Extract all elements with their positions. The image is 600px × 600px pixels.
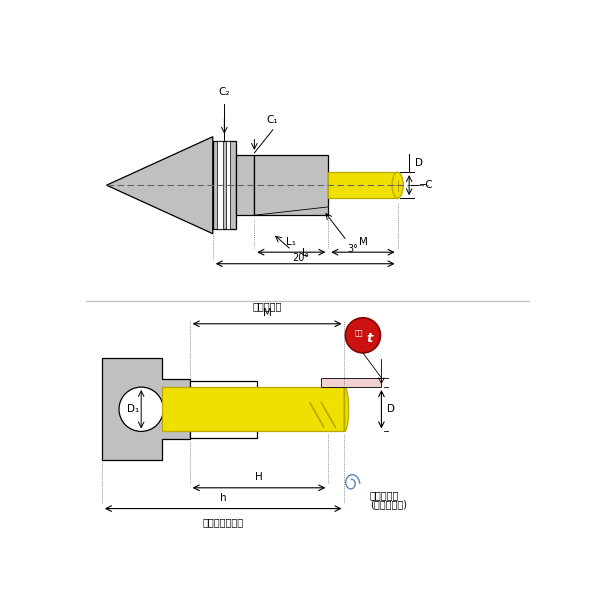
Polygon shape	[107, 137, 213, 233]
Text: 肉厚: 肉厚	[355, 329, 364, 336]
Text: L₁: L₁	[286, 236, 296, 247]
Text: (最低把持長): (最低把持長)	[370, 499, 407, 509]
Bar	[217, 141, 223, 229]
Bar	[328, 172, 398, 198]
Circle shape	[119, 387, 163, 431]
Bar	[254, 155, 328, 215]
Text: M: M	[263, 308, 272, 318]
Text: C₁: C₁	[266, 115, 278, 125]
Text: L: L	[302, 248, 308, 258]
Text: 3°: 3°	[347, 244, 359, 254]
Polygon shape	[102, 358, 190, 460]
Text: h: h	[220, 493, 226, 503]
Text: C₂: C₂	[218, 88, 230, 97]
Bar	[213, 141, 236, 229]
Text: M: M	[359, 236, 367, 247]
Text: D: D	[387, 404, 395, 414]
Bar	[162, 387, 344, 431]
Bar	[236, 155, 254, 215]
Bar	[226, 141, 230, 229]
Text: t: t	[366, 332, 373, 345]
Text: つかみ長さ: つかみ長さ	[370, 490, 399, 500]
Bar	[190, 380, 257, 438]
Text: 加工有効長: 加工有効長	[253, 301, 282, 311]
Text: H: H	[255, 472, 263, 482]
Text: 20°: 20°	[292, 253, 310, 263]
Text: ─C: ─C	[419, 180, 433, 190]
Polygon shape	[344, 387, 349, 431]
Text: D₁: D₁	[127, 404, 139, 414]
Text: 工具最大挿入長: 工具最大挿入長	[203, 517, 244, 527]
Ellipse shape	[392, 172, 403, 198]
Bar	[322, 378, 382, 387]
Text: D: D	[415, 158, 422, 168]
Circle shape	[346, 318, 380, 353]
